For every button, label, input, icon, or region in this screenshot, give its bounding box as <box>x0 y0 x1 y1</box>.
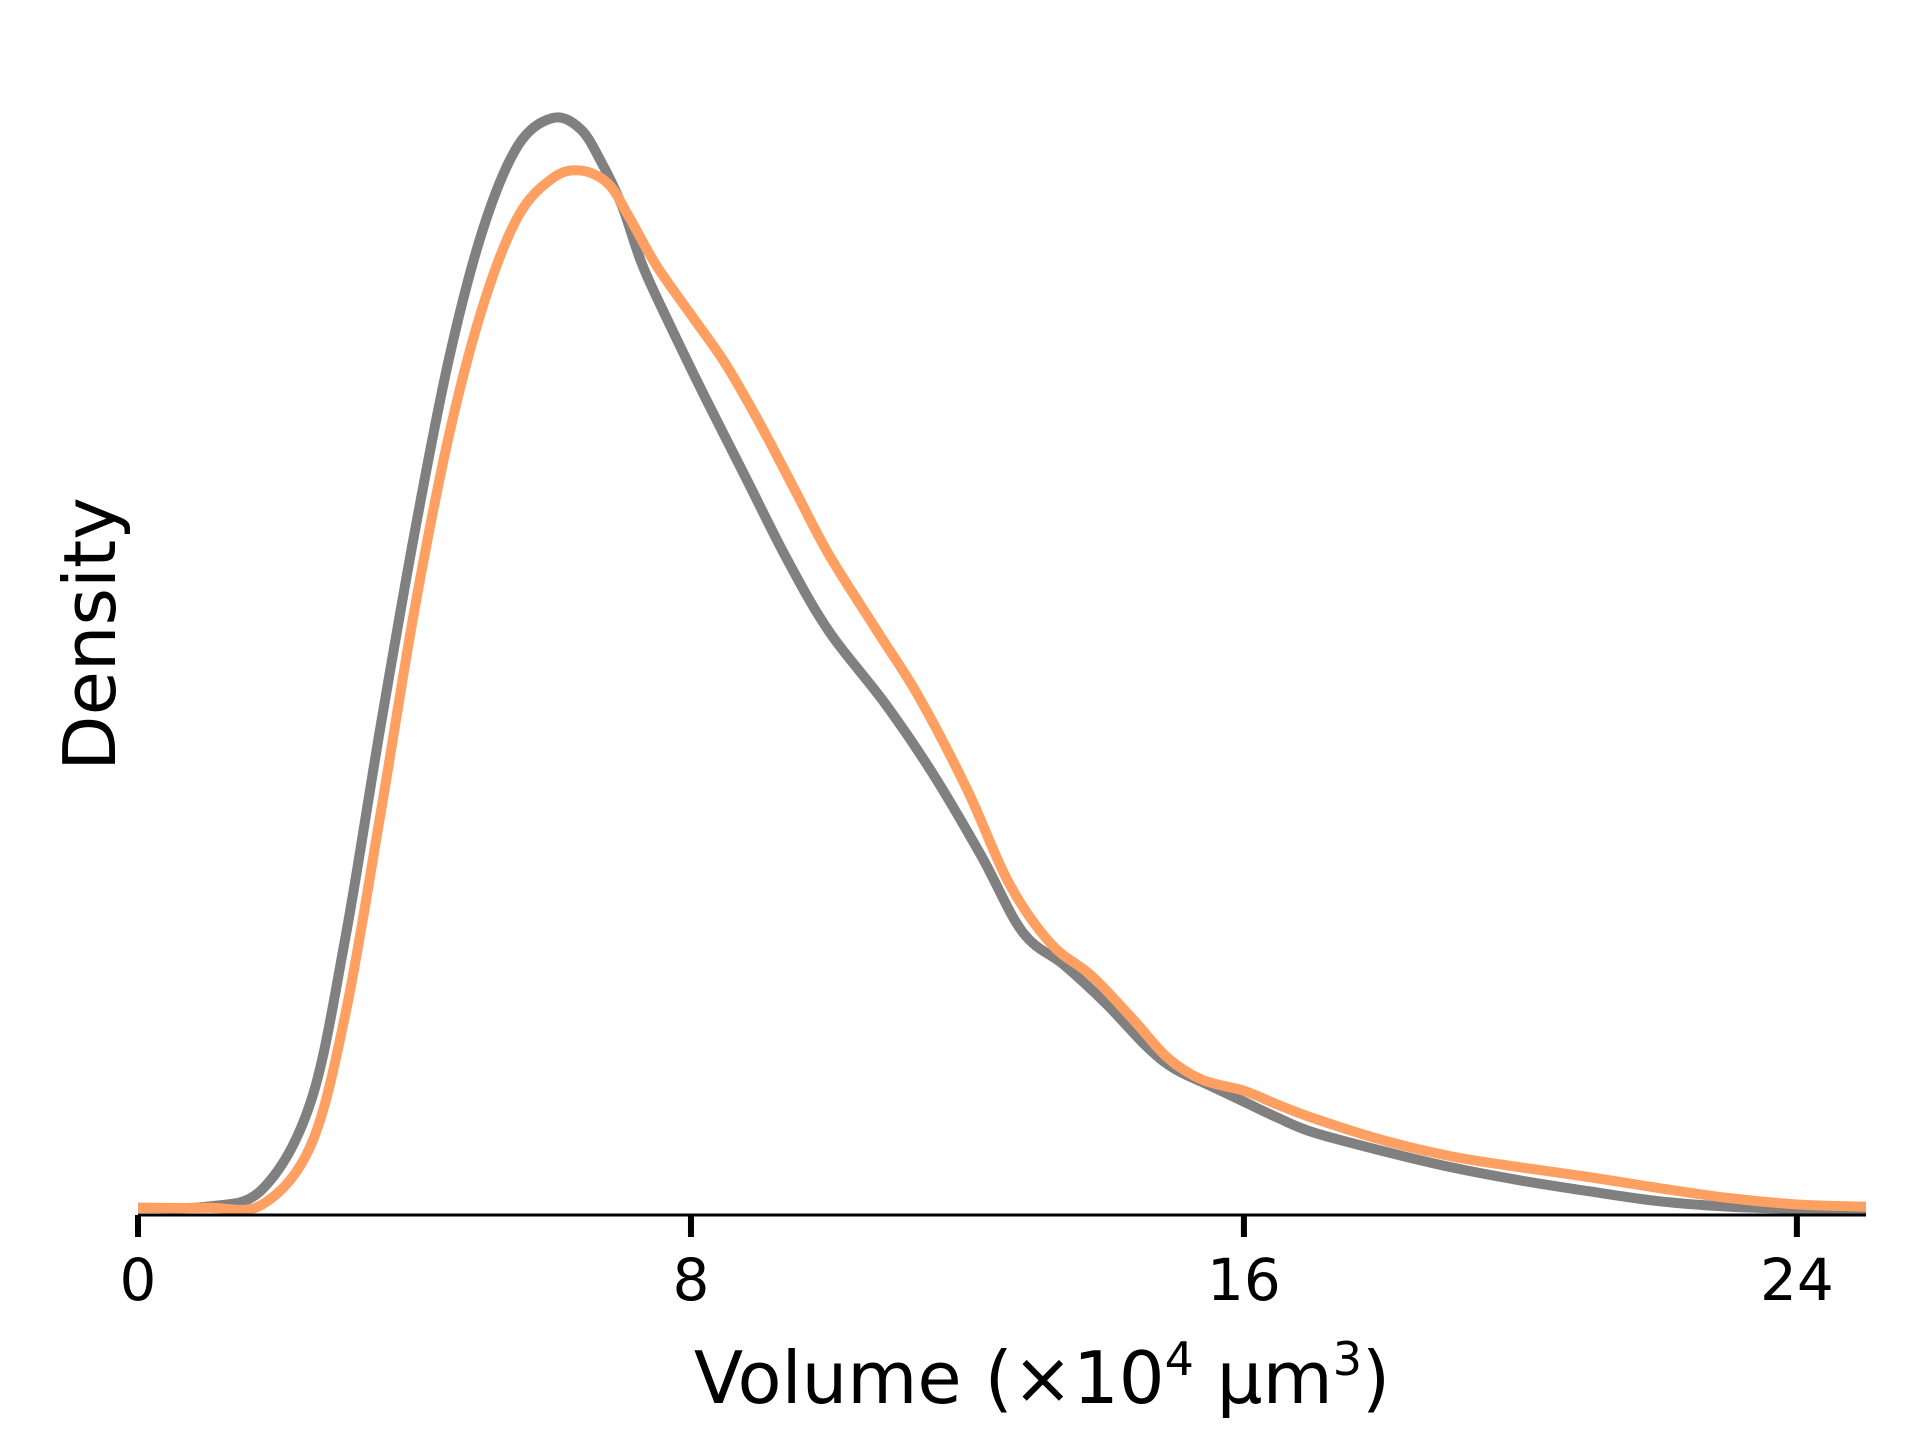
x-axis-title-exponent-1: 4 <box>1165 1332 1194 1386</box>
density-series-line-1 <box>137 112 1867 1215</box>
x-tick-label: 0 <box>120 1246 157 1314</box>
x-axis-ticks: 0 8 16 24 <box>120 1215 1834 1314</box>
x-axis-title: Volume (×104 μm3) <box>694 1332 1390 1420</box>
x-axis-title-exponent-2: 3 <box>1333 1332 1362 1386</box>
x-axis-title-prefix: Volume (×10 <box>694 1336 1165 1420</box>
x-tick-label: 16 <box>1207 1246 1281 1314</box>
density-series-line-2 <box>137 165 1867 1215</box>
series-layer <box>137 112 1867 1215</box>
x-tick-label: 24 <box>1760 1246 1834 1314</box>
x-axis-title-suffix: ) <box>1362 1336 1390 1420</box>
x-tick-label: 8 <box>673 1246 710 1314</box>
y-axis-title: Density <box>48 497 132 771</box>
x-axis-title-unit: μm <box>1194 1336 1333 1420</box>
